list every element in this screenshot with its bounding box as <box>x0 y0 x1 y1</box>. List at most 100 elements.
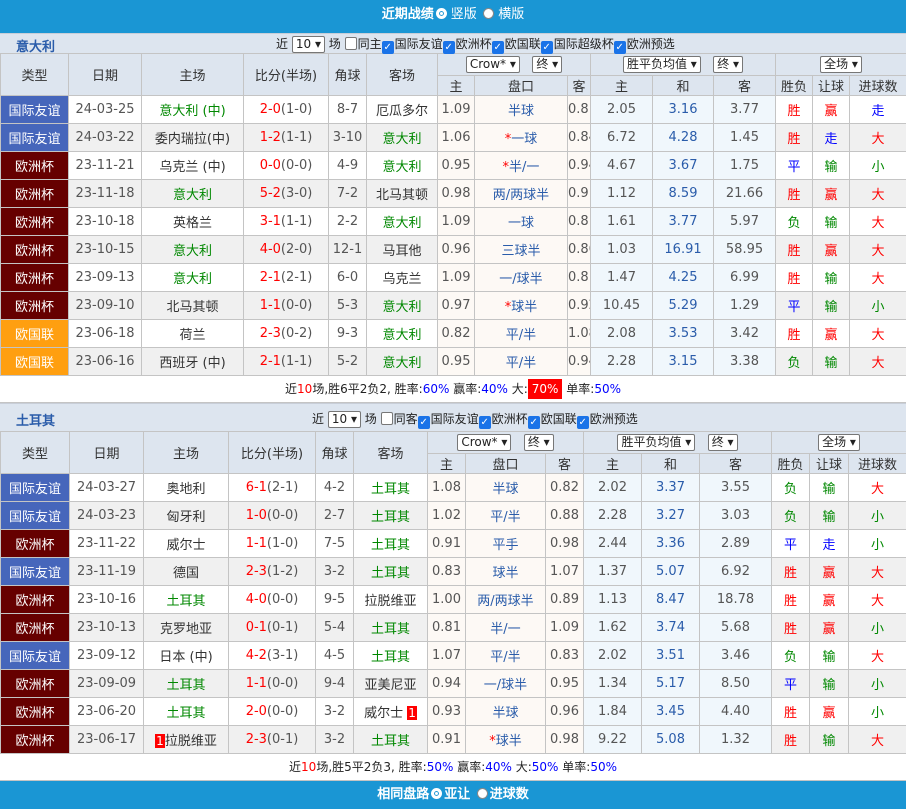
filter-checkbox[interactable]: ✓ <box>527 416 540 429</box>
away-team[interactable]: 土耳其 <box>353 641 428 670</box>
filter-checkbox[interactable]: ✓ <box>417 416 430 429</box>
radio-handicap[interactable] <box>431 788 443 799</box>
score[interactable]: 2-3(0-1) <box>228 725 316 754</box>
home-team[interactable]: 英格兰 <box>141 207 244 236</box>
away-team[interactable]: 拉脱维亚 <box>353 585 428 614</box>
away-team[interactable]: 意大利 <box>366 123 438 152</box>
odds-term-select[interactable]: 终 ▾ <box>523 434 554 451</box>
home-team[interactable]: 克罗地亚 <box>143 613 229 642</box>
filter-checkbox[interactable]: ✓ <box>576 416 589 429</box>
match-type[interactable]: 国际友谊 <box>0 501 70 530</box>
match-type[interactable]: 欧洲杯 <box>0 179 69 208</box>
score[interactable]: 2-1(1-1) <box>243 347 329 376</box>
match-type[interactable]: 欧国联 <box>0 319 69 348</box>
home-team[interactable]: 委内瑞拉(中) <box>141 123 244 152</box>
period-select[interactable]: 全场 ▾ <box>820 56 862 73</box>
match-type[interactable]: 欧洲杯 <box>0 669 70 698</box>
filter-checkbox[interactable]: ✓ <box>381 41 394 54</box>
away-team[interactable]: 马耳他 <box>366 235 438 264</box>
radio-vertical[interactable] <box>435 8 447 19</box>
filter-checkbox[interactable]: ✓ <box>613 41 626 54</box>
home-team[interactable]: 北马其顿 <box>141 291 244 320</box>
match-type[interactable]: 国际友谊 <box>0 557 70 586</box>
same-venue-checkbox[interactable] <box>380 412 393 425</box>
away-team[interactable]: 土耳其 <box>353 557 428 586</box>
home-team[interactable]: 德国 <box>143 557 229 586</box>
home-team[interactable]: 土耳其 <box>143 585 229 614</box>
avg-term-select[interactable]: 终 ▾ <box>707 434 738 451</box>
company-select[interactable]: Crow* ▾ <box>465 56 520 73</box>
home-team[interactable]: 西班牙 (中) <box>141 347 244 376</box>
home-team[interactable]: 意大利 <box>141 235 244 264</box>
away-team[interactable]: 土耳其 <box>353 613 428 642</box>
score[interactable]: 4-2(3-1) <box>228 641 316 670</box>
home-team[interactable]: 土耳其 <box>143 669 229 698</box>
away-team[interactable]: 意大利 <box>366 347 438 376</box>
score[interactable]: 0-1(0-1) <box>228 613 316 642</box>
score[interactable]: 5-2(3-0) <box>243 179 329 208</box>
score[interactable]: 1-1(0-0) <box>228 669 316 698</box>
score[interactable]: 4-0(2-0) <box>243 235 329 264</box>
match-type[interactable]: 欧洲杯 <box>0 207 69 236</box>
radio-goals[interactable] <box>476 788 488 799</box>
match-type[interactable]: 国际友谊 <box>0 473 70 502</box>
score[interactable]: 2-0(1-0) <box>243 95 329 124</box>
home-team[interactable]: 土耳其 <box>143 697 229 726</box>
score[interactable]: 1-2(1-1) <box>243 123 329 152</box>
home-team[interactable]: 日本 (中) <box>143 641 229 670</box>
home-team[interactable]: 1拉脱维亚 <box>143 725 229 754</box>
away-team[interactable]: 厄瓜多尔 <box>366 95 438 124</box>
score[interactable]: 3-1(1-1) <box>243 207 329 236</box>
home-team[interactable]: 意大利 <box>141 179 244 208</box>
home-team[interactable]: 意大利 <box>141 263 244 292</box>
score[interactable]: 2-3(1-2) <box>228 557 316 586</box>
match-type[interactable]: 欧洲杯 <box>0 613 70 642</box>
filter-checkbox[interactable]: ✓ <box>491 41 504 54</box>
score[interactable]: 0-0(0-0) <box>243 151 329 180</box>
away-team[interactable]: 土耳其 <box>353 501 428 530</box>
radio-horizontal-label[interactable]: 横版 <box>498 7 525 22</box>
radio-horizontal[interactable] <box>483 8 495 19</box>
away-team[interactable]: 意大利 <box>366 291 438 320</box>
score[interactable]: 2-1(2-1) <box>243 263 329 292</box>
match-type[interactable]: 欧洲杯 <box>0 725 70 754</box>
away-team[interactable]: 北马其顿 <box>366 179 438 208</box>
match-type[interactable]: 欧洲杯 <box>0 291 69 320</box>
score[interactable]: 1-1(1-0) <box>228 529 316 558</box>
filter-checkbox[interactable]: ✓ <box>540 41 553 54</box>
score[interactable]: 1-1(0-0) <box>243 291 329 320</box>
away-team[interactable]: 土耳其 <box>353 725 428 754</box>
away-team[interactable]: 意大利 <box>366 151 438 180</box>
home-team[interactable]: 乌克兰 (中) <box>141 151 244 180</box>
match-type[interactable]: 欧洲杯 <box>0 235 69 264</box>
away-team[interactable]: 亚美尼亚 <box>353 669 428 698</box>
avg-select[interactable]: 胜平负均值 ▾ <box>617 434 696 451</box>
score[interactable]: 2-0(0-0) <box>228 697 316 726</box>
away-team[interactable]: 意大利 <box>366 207 438 236</box>
filter-checkbox[interactable]: ✓ <box>478 416 491 429</box>
avg-term-select[interactable]: 终 ▾ <box>713 56 744 73</box>
match-type[interactable]: 欧洲杯 <box>0 263 69 292</box>
radio-goals-label[interactable]: 进球数 <box>489 787 529 802</box>
score[interactable]: 4-0(0-0) <box>228 585 316 614</box>
match-type[interactable]: 欧洲杯 <box>0 697 70 726</box>
avg-select[interactable]: 胜平负均值 ▾ <box>622 56 701 73</box>
score[interactable]: 1-0(0-0) <box>228 501 316 530</box>
match-type[interactable]: 国际友谊 <box>0 641 70 670</box>
match-type[interactable]: 国际友谊 <box>0 123 69 152</box>
match-type[interactable]: 欧洲杯 <box>0 151 69 180</box>
match-type[interactable]: 欧洲杯 <box>0 529 70 558</box>
match-count-select[interactable]: 10 ▾ <box>327 411 361 428</box>
match-count-select[interactable]: 10 ▾ <box>291 36 325 53</box>
away-team[interactable]: 意大利 <box>366 319 438 348</box>
period-select[interactable]: 全场 ▾ <box>818 434 860 451</box>
home-team[interactable]: 匈牙利 <box>143 501 229 530</box>
home-team[interactable]: 奥地利 <box>143 473 229 502</box>
odds-term-select[interactable]: 终 ▾ <box>532 56 563 73</box>
away-team[interactable]: 乌克兰 <box>366 263 438 292</box>
match-type[interactable]: 欧洲杯 <box>0 585 70 614</box>
company-select[interactable]: Crow* ▾ <box>457 434 512 451</box>
match-type[interactable]: 欧国联 <box>0 347 69 376</box>
home-team[interactable]: 荷兰 <box>141 319 244 348</box>
home-team[interactable]: 威尔士 <box>143 529 229 558</box>
